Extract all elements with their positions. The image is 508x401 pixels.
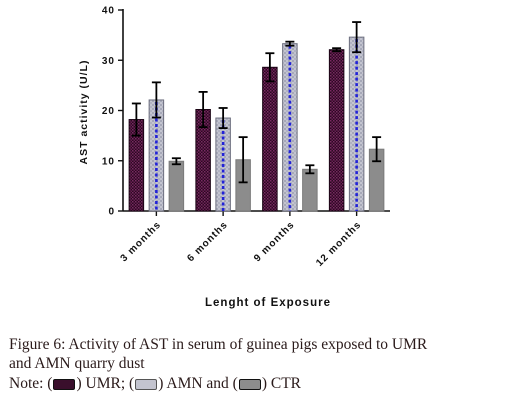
x-tick-label: 9 months <box>252 219 297 264</box>
bar-umr <box>262 66 278 212</box>
y-axis-label: AST activity (U/L) <box>78 60 90 165</box>
y-axis: 0 10 20 30 40 <box>102 6 124 218</box>
figure-caption-line-2: and AMN quarry dust <box>9 355 145 372</box>
y-tick-label: 10 <box>102 156 115 167</box>
y-tick-label: 40 <box>102 6 115 17</box>
bars <box>128 21 385 212</box>
x-axis: 3 months 6 months 9 months 12 months <box>119 210 390 269</box>
x-tick-label: 3 months <box>119 219 164 264</box>
y-tick-label: 0 <box>108 207 115 218</box>
amn-swatch <box>135 378 158 390</box>
amn-legend-text: ) AMN and ( <box>158 375 238 392</box>
y-tick-label: 30 <box>102 56 115 67</box>
figure-caption-line-1: Figure 6: Activity of AST in serum of gu… <box>9 336 428 353</box>
legend-note: Note: ( ) UMR; ( ) AMN and ( ) CTR <box>9 375 301 393</box>
bar-ctr <box>168 160 185 212</box>
umr-legend-text: ) UMR; ( <box>76 375 135 392</box>
umr-swatch <box>53 378 76 390</box>
y-tick-label: 20 <box>102 106 115 117</box>
bar-ctr <box>302 168 318 212</box>
x-tick-label: 6 months <box>185 219 230 264</box>
x-axis-label: Lenght of Exposure <box>205 297 331 309</box>
bar-umr <box>328 49 345 212</box>
ctr-legend-text: ) CTR <box>261 375 302 392</box>
note-prefix: Note: ( <box>9 375 53 392</box>
x-tick-label: 12 months <box>314 219 364 269</box>
bar-chart: 0 10 20 30 40 3 months 6 months 9 months 12 mon… <box>78 6 390 309</box>
ctr-swatch <box>238 378 261 390</box>
